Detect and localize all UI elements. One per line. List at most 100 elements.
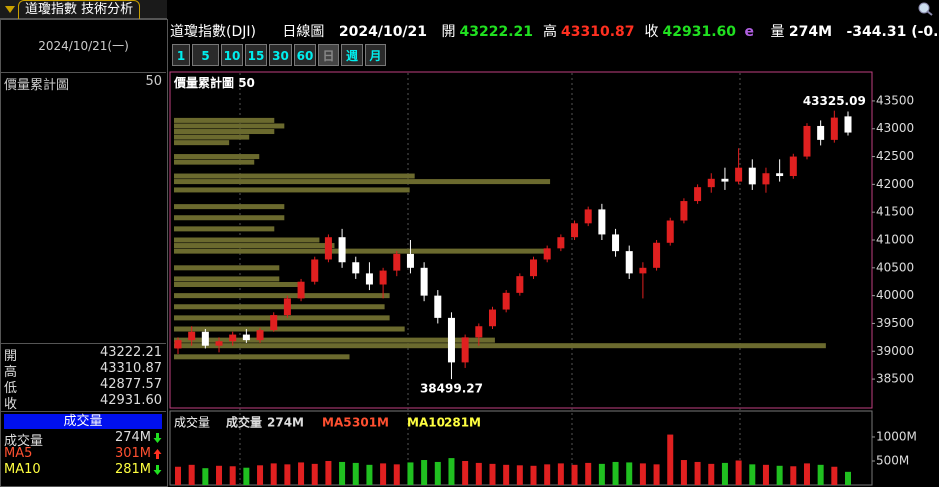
candle-body	[434, 295, 442, 318]
volume-bar	[325, 460, 332, 485]
volume-profile-bar	[174, 343, 826, 349]
chart-title-name: 價量累計圖	[173, 75, 234, 90]
candle-body	[502, 292, 510, 310]
divider	[1, 72, 166, 73]
legend-label: MA5	[322, 416, 352, 430]
volume-bar	[298, 462, 305, 485]
volume-label: 量	[770, 24, 785, 40]
volume-profile-bar	[174, 276, 280, 282]
volume-profile-bar	[174, 154, 260, 160]
volume-bar	[229, 466, 236, 485]
volume-bar	[585, 462, 592, 485]
zoom-icon[interactable]	[917, 1, 935, 17]
chart-title-period: 50	[238, 76, 255, 90]
period-button[interactable]: 5	[192, 44, 219, 66]
candle-body	[694, 187, 702, 202]
candle-body	[297, 281, 305, 299]
flag: e	[744, 24, 754, 40]
volume-bar	[653, 464, 660, 485]
volume-value: 274M	[788, 24, 833, 40]
volume-bar	[434, 461, 441, 485]
candle-body	[530, 259, 538, 277]
candle-body	[174, 340, 182, 349]
volume-bar	[352, 462, 359, 485]
volume-profile-bar	[174, 134, 250, 140]
symbol-name: 道瓊指數(DJI)	[170, 24, 256, 40]
legend-label: 成交量	[226, 415, 262, 430]
period-button[interactable]: 1	[172, 44, 190, 66]
y-tick-label: 41000	[876, 233, 914, 247]
arrow-shape	[153, 433, 162, 443]
volume-profile-bar	[174, 159, 255, 165]
volume-title: 成交量	[4, 414, 162, 429]
ohlc-row: 高 43310.87	[4, 361, 162, 380]
period-button[interactable]: 月	[365, 44, 386, 66]
volume-bar	[475, 462, 482, 485]
volume-row-label: 成交量	[4, 434, 44, 449]
volume-bar	[188, 464, 195, 485]
candle-body	[242, 334, 250, 341]
volume-bar	[462, 460, 469, 485]
volume-bar	[366, 464, 373, 485]
volume-profile-bar	[174, 140, 230, 146]
candle-body	[516, 276, 524, 293]
volume-bar	[845, 471, 851, 485]
volume-row: MA10 281M	[4, 462, 162, 477]
field-label: 開	[441, 24, 456, 40]
candle-body	[844, 116, 852, 133]
period-button[interactable]: 週	[341, 44, 363, 66]
volume-bar	[175, 466, 181, 485]
period-button[interactable]: 10	[221, 44, 243, 66]
ohlc-row: 開 43222.21	[4, 345, 162, 364]
volume-bar	[831, 466, 838, 485]
period-button[interactable]: 30	[269, 44, 292, 66]
volume-bar	[735, 460, 742, 485]
period: 日線圖	[282, 24, 325, 40]
volume-row-label: MA10	[4, 462, 41, 477]
volume-bar	[721, 462, 728, 485]
volume-bar	[243, 467, 250, 485]
indicator-row: 價量累計圖 50	[4, 74, 162, 93]
volume-profile-bar	[174, 226, 275, 232]
candle-body	[584, 209, 592, 224]
y-tick-label: 43500	[876, 93, 914, 107]
y-tick-label: 43000	[876, 121, 914, 135]
arrow-shape	[153, 449, 162, 459]
period-button[interactable]: 60	[294, 44, 316, 66]
candle-body	[201, 331, 209, 346]
volume-bar	[612, 461, 619, 485]
ohlc-label: 低	[4, 381, 18, 396]
volume-profile-bar	[174, 123, 285, 129]
candle-body	[680, 201, 688, 221]
y-tick-label: 1000M	[876, 429, 917, 443]
volume-profile-bar	[174, 215, 285, 221]
candle-body	[393, 253, 401, 271]
candle-body	[557, 237, 565, 249]
volume-bar	[257, 465, 264, 485]
volume-profile-bar	[174, 315, 390, 321]
y-tick-label: 40000	[876, 288, 914, 302]
volume-row-value: 301M	[114, 446, 151, 461]
candle-body	[283, 298, 291, 316]
candle-body	[653, 242, 661, 268]
candle-body	[830, 117, 838, 140]
volume-profile-bar	[174, 237, 320, 243]
field-value: 43310.87	[561, 24, 635, 40]
ohlc-value: 43222.21	[99, 345, 162, 360]
volume-bar	[202, 468, 209, 485]
volume-row-label: MA5	[4, 446, 33, 461]
volume-bar	[626, 462, 633, 485]
legend-value: 301M	[352, 416, 389, 430]
chart-title: 價量累計圖 50	[173, 75, 255, 90]
period-button[interactable]: 15	[245, 44, 267, 66]
volume-profile-bar	[174, 173, 415, 179]
volume-bar	[407, 462, 414, 485]
ohlc-value: 42931.60	[99, 393, 162, 408]
field-value: 43222.21	[459, 24, 533, 40]
volume-profile-bar	[174, 265, 280, 271]
candle-body	[488, 309, 496, 327]
candle-body	[447, 317, 455, 363]
candle-body	[817, 125, 825, 140]
tab-arrow[interactable]	[4, 4, 16, 14]
period-button[interactable]: 日	[318, 44, 339, 66]
